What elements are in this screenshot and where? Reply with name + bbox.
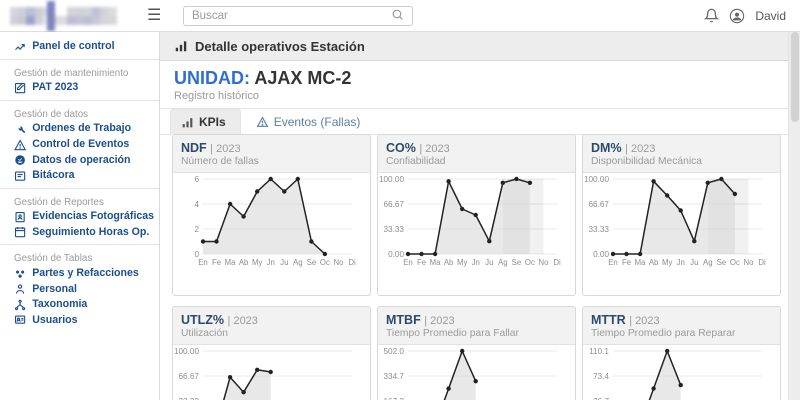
svg-text:Fe: Fe xyxy=(417,258,426,267)
svg-text:Ju: Ju xyxy=(690,258,698,267)
svg-text:Oc: Oc xyxy=(320,258,330,267)
svg-text:73.4: 73.4 xyxy=(593,372,609,381)
svg-text:110.1: 110.1 xyxy=(589,347,609,356)
svg-text:Ma: Ma xyxy=(430,258,441,267)
svg-text:502.0: 502.0 xyxy=(384,347,405,356)
svg-text:66.67: 66.67 xyxy=(384,200,405,209)
svg-text:En: En xyxy=(198,258,208,267)
svg-text:En: En xyxy=(403,258,413,267)
svg-text:Ma: Ma xyxy=(635,258,646,267)
svg-text:Di: Di xyxy=(348,258,356,267)
svg-text:Jn: Jn xyxy=(472,258,480,267)
svg-text:My: My xyxy=(662,258,672,267)
svg-text:Jn: Jn xyxy=(677,258,685,267)
svg-text:33.33: 33.33 xyxy=(384,225,405,234)
svg-text:Fe: Fe xyxy=(212,258,221,267)
svg-text:No: No xyxy=(539,258,550,267)
svg-text:66.67: 66.67 xyxy=(589,200,610,209)
svg-text:Se: Se xyxy=(512,258,522,267)
svg-text:Jn: Jn xyxy=(267,258,275,267)
svg-text:Ab: Ab xyxy=(444,258,454,267)
svg-text:En: En xyxy=(608,258,618,267)
svg-text:2: 2 xyxy=(194,225,199,234)
svg-text:0.00: 0.00 xyxy=(388,250,404,259)
svg-text:100.00: 100.00 xyxy=(174,347,199,356)
svg-text:334.7: 334.7 xyxy=(384,372,405,381)
svg-text:Ju: Ju xyxy=(280,258,288,267)
svg-text:33.33: 33.33 xyxy=(589,225,610,234)
svg-text:My: My xyxy=(457,258,467,267)
svg-text:Oc: Oc xyxy=(730,258,740,267)
svg-text:0.00: 0.00 xyxy=(593,250,609,259)
svg-text:Oc: Oc xyxy=(525,258,535,267)
svg-text:Se: Se xyxy=(717,258,727,267)
svg-text:Di: Di xyxy=(758,258,766,267)
svg-text:No: No xyxy=(334,258,345,267)
svg-text:100.00: 100.00 xyxy=(584,175,609,184)
svg-text:Se: Se xyxy=(307,258,317,267)
svg-text:Ag: Ag xyxy=(498,258,508,267)
svg-text:Ma: Ma xyxy=(225,258,236,267)
svg-text:Ag: Ag xyxy=(293,258,303,267)
svg-text:100.00: 100.00 xyxy=(379,175,404,184)
svg-text:Ju: Ju xyxy=(485,258,493,267)
svg-text:66.67: 66.67 xyxy=(179,372,200,381)
svg-text:Di: Di xyxy=(553,258,561,267)
svg-text:Ab: Ab xyxy=(239,258,249,267)
svg-text:Ab: Ab xyxy=(649,258,659,267)
svg-text:Fe: Fe xyxy=(622,258,631,267)
svg-text:4: 4 xyxy=(194,200,199,209)
svg-text:Ag: Ag xyxy=(703,258,713,267)
svg-text:6: 6 xyxy=(194,175,199,184)
svg-text:My: My xyxy=(252,258,262,267)
svg-text:No: No xyxy=(744,258,755,267)
